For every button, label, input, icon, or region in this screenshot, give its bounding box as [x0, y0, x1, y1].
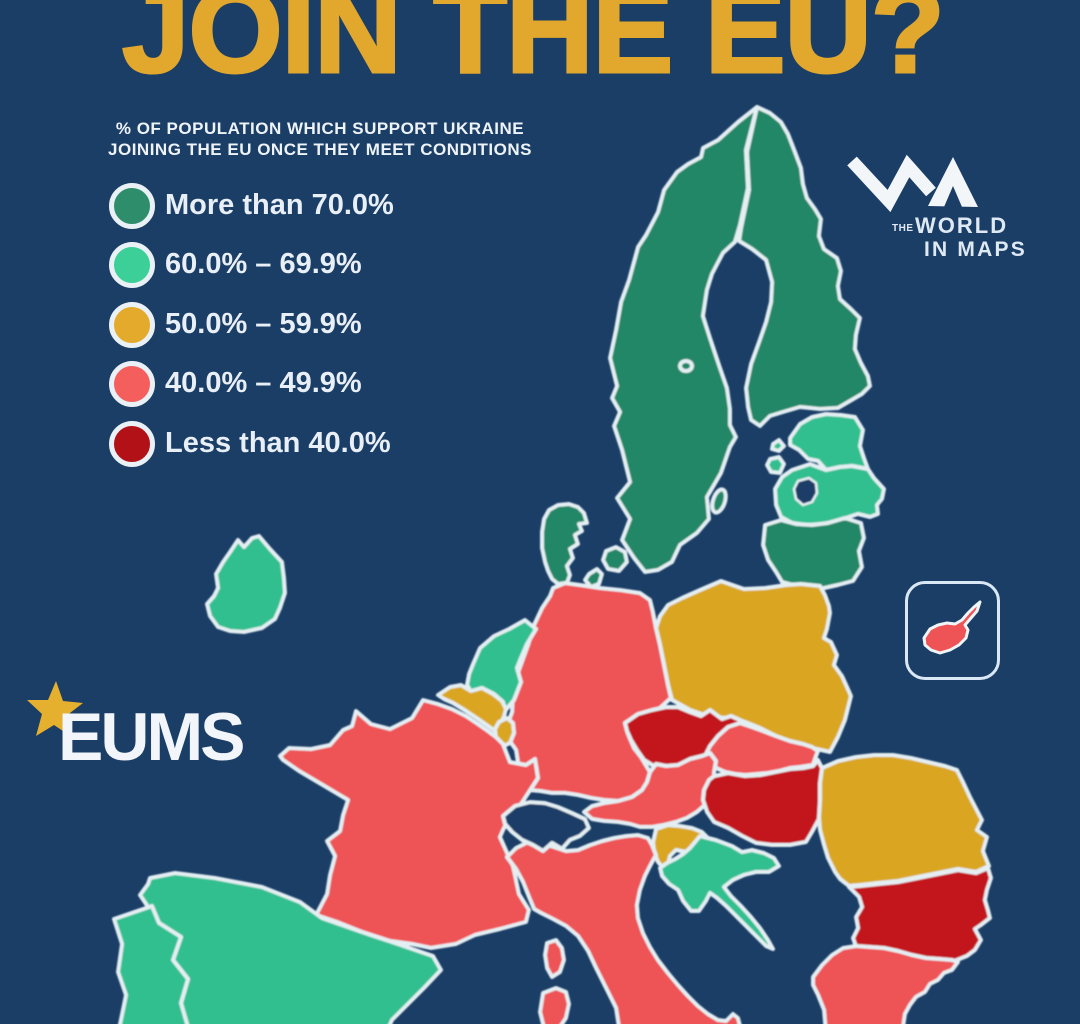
svg-text:WORLD: WORLD: [915, 213, 1008, 238]
svg-text:THE: THE: [892, 223, 914, 234]
svg-text:IN MAPS: IN MAPS: [924, 238, 1027, 261]
svg-text:EUMS: EUMS: [58, 699, 243, 775]
